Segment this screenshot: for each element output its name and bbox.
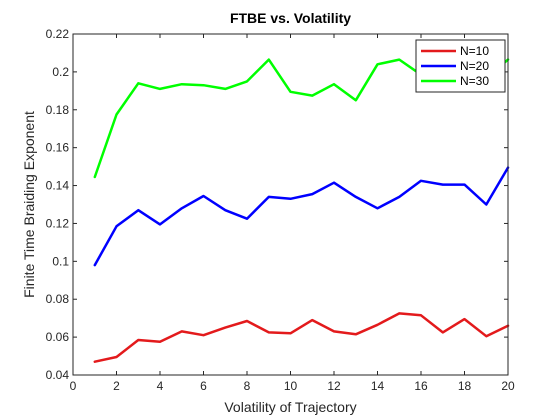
x-tick-label: 16 <box>414 379 428 393</box>
series-line-n-10 <box>93 312 510 363</box>
x-tick-label: 0 <box>70 379 77 393</box>
legend-entry-label: N=30 <box>460 74 489 88</box>
x-tick-label: 10 <box>284 379 298 393</box>
y-tick-label: 0.08 <box>46 292 70 306</box>
y-axis-label: Finite Time Braiding Exponent <box>21 111 37 298</box>
legend-entry-label: N=20 <box>460 59 489 73</box>
legend-entry-label: N=10 <box>460 44 489 58</box>
y-tick-label: 0.22 <box>46 27 70 41</box>
y-tick-label: 0.06 <box>46 330 70 344</box>
series-line-n-20 <box>93 166 510 267</box>
x-axis-label: Volatility of Trajectory <box>224 399 356 415</box>
x-tick-label: 12 <box>327 379 341 393</box>
x-tick-label: 2 <box>113 379 120 393</box>
x-tick-label: 6 <box>200 379 207 393</box>
y-tick-label: 0.14 <box>46 179 70 193</box>
x-tick-label: 4 <box>157 379 164 393</box>
y-tick-label: 0.12 <box>46 216 70 230</box>
x-tick-label: 18 <box>458 379 472 393</box>
chart-title: FTBE vs. Volatility <box>230 10 351 26</box>
y-tick-label: 0.04 <box>46 368 70 382</box>
x-tick-label: 14 <box>371 379 385 393</box>
y-tick-label: 0.1 <box>52 254 69 268</box>
y-tick-label: 0.2 <box>52 65 69 79</box>
x-tick-label: 8 <box>244 379 251 393</box>
ticks-layer: 0 2 4 6 8 10 12 14 16 18 20 0.04 0.06 0.08 0.1 0.12 0.14… <box>46 27 515 393</box>
y-tick-label: 0.18 <box>46 103 70 117</box>
legend: N=10N=20N=30 <box>415 39 506 93</box>
y-tick-label: 0.16 <box>46 141 70 155</box>
x-tick-label: 20 <box>501 379 515 393</box>
